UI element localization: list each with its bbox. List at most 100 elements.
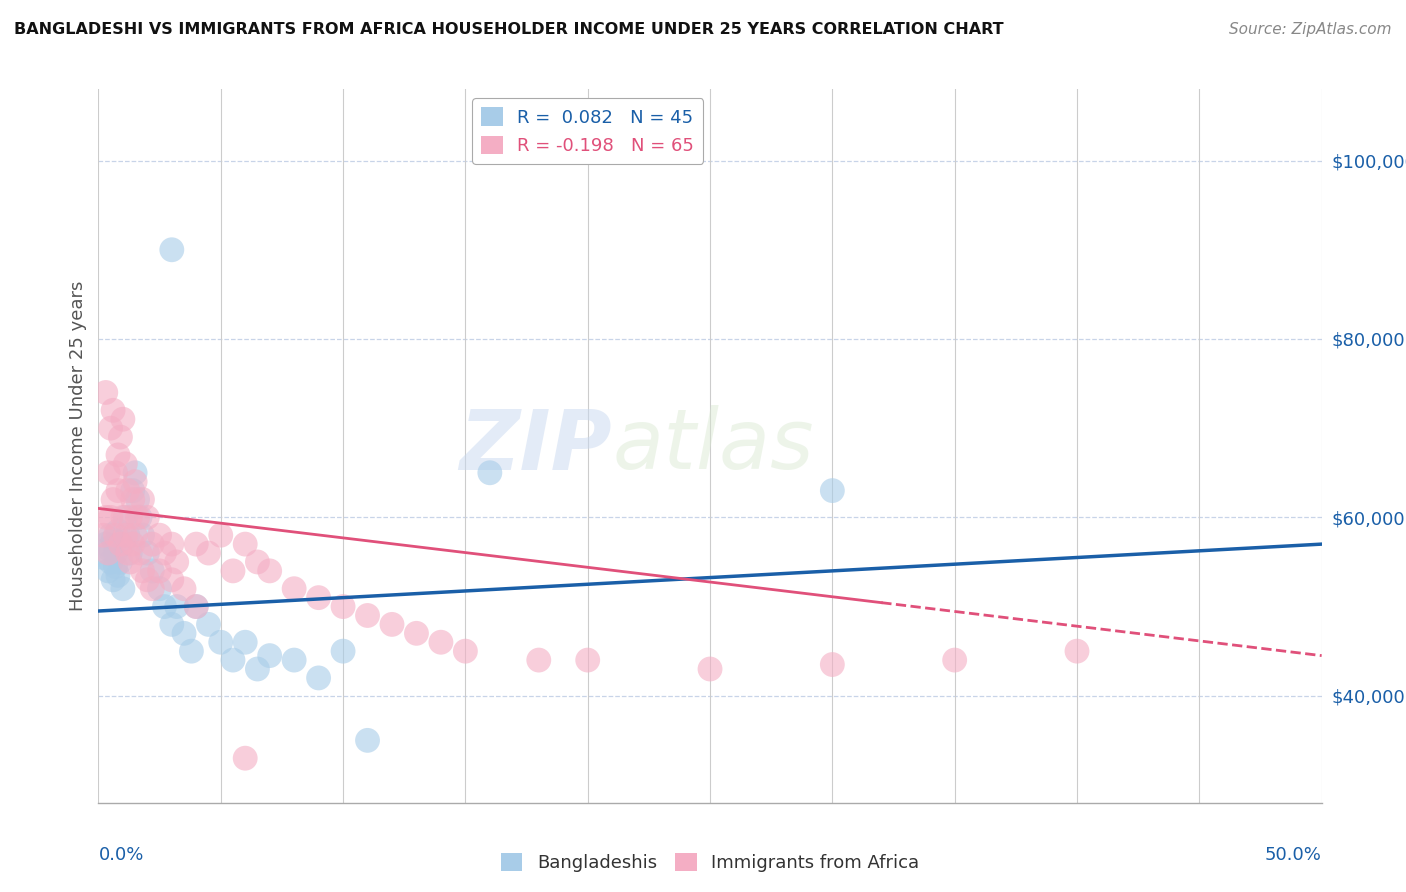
Point	[186, 537, 208, 551]
Text: Source: ZipAtlas.com: Source: ZipAtlas.com	[1229, 22, 1392, 37]
Point	[821, 483, 844, 498]
Point	[186, 599, 208, 614]
Point	[101, 492, 124, 507]
Point	[97, 541, 120, 556]
Point	[332, 644, 354, 658]
Point	[233, 537, 256, 551]
Point	[104, 466, 127, 480]
Point	[100, 421, 122, 435]
Point	[197, 617, 219, 632]
Point	[141, 582, 163, 596]
Point	[222, 653, 245, 667]
Point	[160, 537, 183, 551]
Point	[97, 564, 120, 578]
Point	[136, 546, 159, 560]
Point	[101, 533, 124, 547]
Point	[308, 591, 330, 605]
Point	[100, 510, 122, 524]
Text: ZIP: ZIP	[460, 406, 612, 486]
Point	[332, 599, 354, 614]
Point	[127, 510, 149, 524]
Point	[356, 733, 378, 747]
Point	[259, 648, 281, 663]
Point	[381, 617, 404, 632]
Point	[943, 653, 966, 667]
Point	[454, 644, 477, 658]
Point	[149, 582, 172, 596]
Point	[121, 483, 143, 498]
Y-axis label: Householder Income Under 25 years: Householder Income Under 25 years	[69, 281, 87, 611]
Point	[222, 564, 245, 578]
Legend: Bangladeshis, Immigrants from Africa: Bangladeshis, Immigrants from Africa	[494, 846, 927, 880]
Point	[110, 537, 132, 551]
Point	[100, 528, 122, 542]
Point	[1066, 644, 1088, 658]
Point	[107, 448, 129, 462]
Point	[117, 546, 139, 560]
Point	[405, 626, 427, 640]
Point	[131, 528, 153, 542]
Point	[136, 573, 159, 587]
Text: 0.0%: 0.0%	[98, 846, 143, 863]
Point	[107, 483, 129, 498]
Point	[124, 475, 146, 489]
Point	[121, 492, 143, 507]
Point	[111, 510, 134, 524]
Point	[107, 568, 129, 582]
Point	[104, 559, 127, 574]
Point	[259, 564, 281, 578]
Point	[117, 483, 139, 498]
Point	[117, 528, 139, 542]
Point	[114, 528, 136, 542]
Point	[94, 510, 117, 524]
Point	[91, 528, 114, 542]
Point	[97, 546, 120, 560]
Point	[120, 555, 142, 569]
Point	[120, 546, 142, 560]
Point	[173, 626, 195, 640]
Point	[160, 243, 183, 257]
Point	[111, 582, 134, 596]
Point	[356, 608, 378, 623]
Text: BANGLADESHI VS IMMIGRANTS FROM AFRICA HOUSEHOLDER INCOME UNDER 25 YEARS CORRELAT: BANGLADESHI VS IMMIGRANTS FROM AFRICA HO…	[14, 22, 1004, 37]
Point	[430, 635, 453, 649]
Point	[129, 546, 152, 560]
Point	[101, 403, 124, 417]
Point	[111, 412, 134, 426]
Point	[97, 466, 120, 480]
Point	[129, 510, 152, 524]
Point	[153, 599, 176, 614]
Point	[114, 457, 136, 471]
Point	[576, 653, 599, 667]
Point	[101, 573, 124, 587]
Point	[246, 555, 269, 569]
Point	[94, 537, 117, 551]
Point	[111, 537, 134, 551]
Point	[197, 546, 219, 560]
Point	[104, 528, 127, 542]
Point	[153, 546, 176, 560]
Point	[180, 644, 202, 658]
Point	[149, 564, 172, 578]
Point	[104, 546, 127, 560]
Point	[131, 564, 153, 578]
Point	[110, 430, 132, 444]
Point	[124, 528, 146, 542]
Point	[233, 635, 256, 649]
Point	[94, 385, 117, 400]
Point	[160, 573, 183, 587]
Point	[283, 582, 305, 596]
Point	[186, 599, 208, 614]
Point	[107, 524, 129, 538]
Point	[233, 751, 256, 765]
Point	[209, 528, 232, 542]
Point	[141, 537, 163, 551]
Point	[821, 657, 844, 672]
Point	[141, 564, 163, 578]
Point	[100, 555, 122, 569]
Point	[127, 492, 149, 507]
Point	[173, 582, 195, 596]
Point	[166, 599, 188, 614]
Point	[121, 537, 143, 551]
Point	[160, 617, 183, 632]
